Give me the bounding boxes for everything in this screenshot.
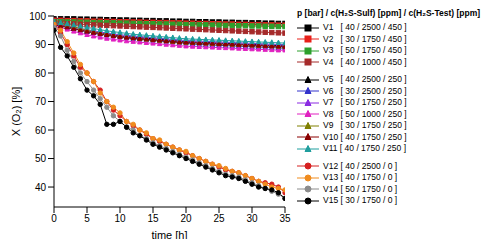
html-text:V2 [ 30 / 1750 / 450 ]: V2 [ 30 / 1750 / 450 ]: [323, 33, 407, 44]
svg-text:20: 20: [180, 213, 192, 224]
svg-text:time [h]: time [h]: [151, 229, 187, 239]
html-text:V14 [ 50 / 1750 / 0 ]: V14 [ 50 / 1750 / 0 ]: [323, 183, 398, 194]
svg-text:40: 40: [35, 182, 47, 193]
svg-text:50: 50: [35, 153, 47, 164]
svg-text:5: 5: [84, 213, 90, 224]
html-text:p [bar] / c(H₂S-Sulf) [ppm] /: p [bar] / c(H₂S-Sulf) [ppm] / c(H₂S-Test…: [297, 8, 481, 18]
svg-text:0: 0: [51, 213, 57, 224]
svg-text:25: 25: [213, 213, 225, 224]
svg-text:60: 60: [35, 125, 47, 136]
svg-text:100: 100: [29, 11, 46, 22]
html-text:V8 [ 50 / 1000 / 250 ]: V8 [ 50 / 1000 / 250 ]: [323, 108, 407, 119]
html-text:V4 [ 40 / 1000 / 450 ]: V4 [ 40 / 1000 / 450 ]: [323, 56, 407, 67]
html-text:V3 [ 50 / 1750 / 450 ]: V3 [ 50 / 1750 / 450 ]: [323, 45, 407, 56]
svg-text:70: 70: [35, 96, 47, 107]
html-text:V12 [ 40 / 2500 / 0 ]: V12 [ 40 / 2500 / 0 ]: [323, 160, 398, 171]
html-text:V7 [ 50 / 1750 / 250 ]: V7 [ 50 / 1750 / 250 ]: [323, 97, 407, 108]
html-text:V13 [ 40 / 1750 / 0 ]: V13 [ 40 / 1750 / 0 ]: [323, 172, 398, 183]
html-text:V9 [ 30 / 1750 / 250 ]: V9 [ 30 / 1750 / 250 ]: [323, 120, 407, 131]
svg-text:15: 15: [147, 213, 159, 224]
html-text:V1 [ 40 / 2500 / 450 ]: V1 [ 40 / 2500 / 450 ]: [323, 22, 407, 33]
html-text:V5 [ 40 / 2500 / 250 ]: V5 [ 40 / 2500 / 250 ]: [323, 74, 407, 85]
svg-text:30: 30: [246, 213, 258, 224]
html-text:V11 [ 40 / 1750 / 250 ]: V11 [ 40 / 1750 / 250 ]: [323, 143, 406, 154]
html-text:V10 [ 40 / 1750 / 250 ]: V10 [ 40 / 1750 / 250 ]: [323, 131, 407, 142]
svg-text:X (O₂) [%]: X (O₂) [%]: [10, 87, 22, 137]
svg-text:35: 35: [279, 213, 291, 224]
html-text:V6 [ 30 / 2500 / 250 ]: V6 [ 30 / 2500 / 250 ]: [323, 85, 407, 96]
svg-text:90: 90: [35, 39, 47, 50]
html-text:V15 [ 30 / 1750 / 0 ]: V15 [ 30 / 1750 / 0 ]: [323, 195, 398, 206]
svg-text:80: 80: [35, 68, 47, 79]
svg-text:10: 10: [114, 213, 126, 224]
